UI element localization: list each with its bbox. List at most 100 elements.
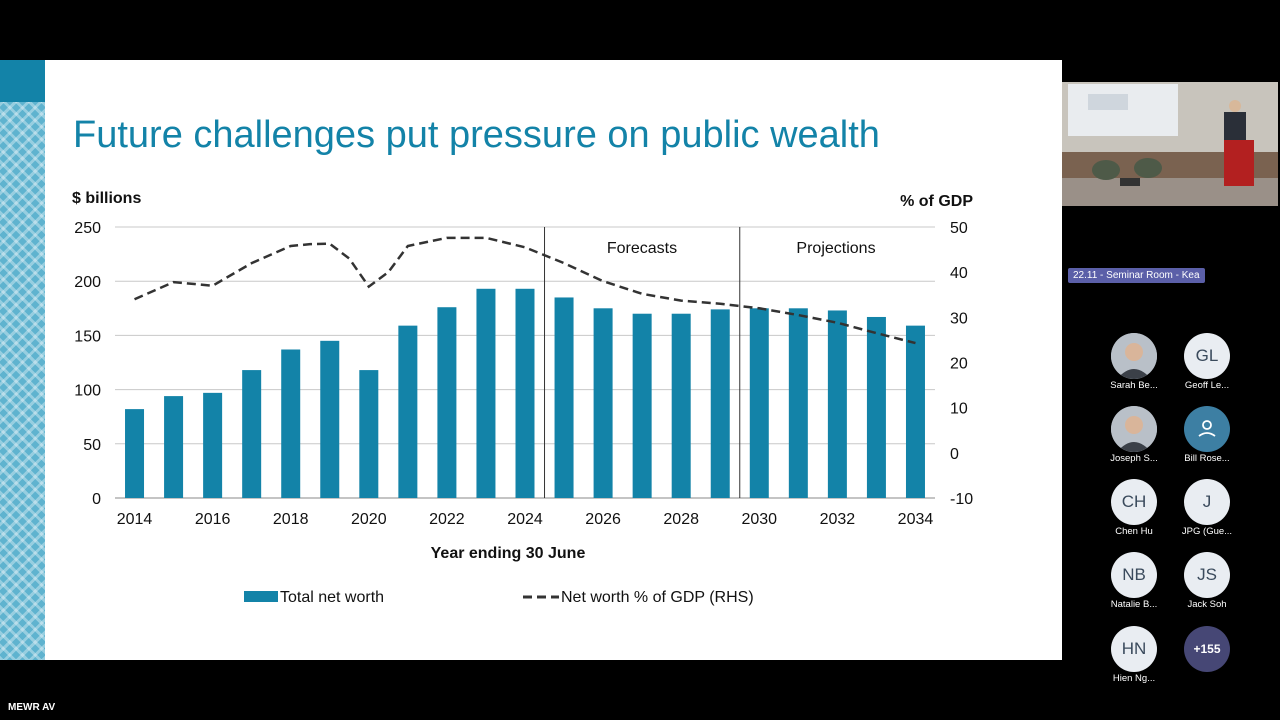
x-tick-label: 2024 — [507, 511, 543, 528]
bar-2034 — [905, 325, 925, 498]
presenter-video[interactable] — [1062, 82, 1278, 206]
legend-bar-swatch — [244, 591, 278, 602]
participant-8[interactable]: HN Hien Ng... — [1104, 626, 1164, 684]
participant-name: Chen Hu — [1115, 526, 1153, 537]
bar-2018 — [281, 349, 301, 498]
avatar: JS — [1184, 552, 1230, 598]
participant-4[interactable]: CH Chen Hu — [1104, 479, 1164, 537]
slide-sidebar-accent — [0, 60, 45, 102]
legend-label-total-net-worth: Total net worth — [280, 589, 384, 606]
avatar-initials: +155 — [1193, 642, 1221, 656]
window-label: MEWR AV — [8, 702, 56, 713]
bar-2023 — [476, 288, 496, 498]
avatar: J — [1184, 479, 1230, 525]
avatar: HN — [1111, 626, 1157, 672]
left-tick-label: 150 — [74, 328, 101, 345]
x-tick-label: 2032 — [820, 511, 856, 528]
participant-name: Jack Soh — [1187, 599, 1227, 610]
participant-photo-icon — [1111, 406, 1157, 452]
presentation-slide: Future challenges put pressure on public… — [0, 60, 1062, 660]
bar-2015 — [164, 396, 184, 498]
participant-3[interactable]: Bill Rose... — [1177, 406, 1237, 464]
left-tick-label: 50 — [83, 437, 101, 454]
bar-2032 — [827, 310, 847, 498]
participant-name: Joseph S... — [1110, 453, 1158, 464]
avatar — [1184, 406, 1230, 452]
right-tick-label: 0 — [950, 446, 959, 463]
bar-2022 — [437, 307, 457, 498]
x-tick-label: 2034 — [898, 511, 934, 528]
participant-name: Bill Rose... — [1184, 453, 1230, 464]
slide-title: Future challenges put pressure on public… — [73, 114, 880, 156]
participant-0[interactable]: Sarah Be... — [1104, 333, 1164, 391]
x-tick-label: 2014 — [117, 511, 153, 528]
avatar-initials: J — [1202, 492, 1212, 511]
avatar-initials: HN — [1121, 639, 1147, 658]
avatar: NB — [1111, 552, 1157, 598]
x-tick-label: 2030 — [741, 511, 777, 528]
more-participants-button[interactable]: +155 — [1184, 626, 1230, 672]
bar-2020 — [359, 370, 379, 498]
x-tick-label: 2028 — [663, 511, 699, 528]
participant-2[interactable]: Joseph S... — [1104, 406, 1164, 464]
bar-2031 — [788, 308, 808, 498]
right-tick-label: -10 — [950, 491, 973, 508]
participant-name: Geoff Le... — [1184, 380, 1230, 391]
bar-2030 — [749, 308, 769, 498]
bar-2014 — [125, 409, 145, 498]
left-tick-label: 0 — [92, 491, 101, 508]
bar-2024 — [515, 288, 535, 498]
participant-1[interactable]: GL Geoff Le... — [1177, 333, 1237, 391]
right-tick-label: 50 — [950, 220, 968, 237]
x-tick-label: 2020 — [351, 511, 387, 528]
legend-label-net-worth-gdp: Net worth % of GDP (RHS) — [561, 589, 754, 606]
bar-2017 — [242, 370, 262, 498]
right-tick-label: 20 — [950, 356, 968, 373]
participant-7[interactable]: JS Jack Soh — [1177, 552, 1237, 610]
participant-name: Sarah Be... — [1110, 380, 1158, 391]
x-tick-label: 2016 — [195, 511, 231, 528]
x-tick-label: 2018 — [273, 511, 309, 528]
participant-name: Hien Ng... — [1112, 673, 1156, 684]
bar-2021 — [398, 325, 418, 498]
presenter-video-scene — [1062, 82, 1278, 206]
bar-2016 — [203, 392, 223, 498]
avatar — [1111, 406, 1157, 452]
bar-2033 — [866, 316, 886, 498]
net-worth-gdp-line — [134, 236, 916, 345]
bar-2025 — [554, 297, 574, 498]
bar-2019 — [320, 340, 340, 498]
x-tick-label: 2026 — [585, 511, 621, 528]
right-axis-label: % of GDP — [900, 193, 973, 210]
bar-2029 — [710, 309, 730, 498]
avatar: GL — [1184, 333, 1230, 379]
projections-label: Projections — [796, 240, 875, 257]
avatar — [1111, 333, 1157, 379]
avatar-initials: GL — [1195, 346, 1219, 365]
bar-2027 — [632, 313, 652, 498]
right-tick-label: 40 — [950, 265, 968, 282]
x-tick-label: 2022 — [429, 511, 465, 528]
participant-5[interactable]: J JPG (Gue... — [1177, 479, 1237, 537]
left-axis-label: $ billions — [72, 190, 141, 207]
avatar-initials: JS — [1197, 565, 1217, 584]
left-tick-label: 250 — [74, 220, 101, 237]
participant-name: Natalie B... — [1110, 599, 1158, 610]
person-icon — [1198, 420, 1216, 437]
avatar-initials: NB — [1122, 565, 1146, 584]
avatar: CH — [1111, 479, 1157, 525]
bar-2028 — [671, 313, 691, 498]
x-axis-title: Year ending 30 June — [431, 545, 586, 562]
participant-6[interactable]: NB Natalie B... — [1104, 552, 1164, 610]
right-tick-label: 30 — [950, 310, 968, 327]
avatar-initials: CH — [1121, 492, 1147, 511]
left-tick-label: 200 — [74, 274, 101, 291]
participant-9[interactable]: +155 — [1177, 626, 1237, 672]
right-tick-label: 10 — [950, 401, 968, 418]
slide-decorative-sidebar — [0, 60, 45, 660]
bar-2026 — [593, 308, 613, 498]
room-label: 22.11 - Seminar Room - Kea — [1068, 268, 1205, 283]
participant-photo-icon — [1111, 333, 1157, 379]
left-tick-label: 100 — [74, 383, 101, 400]
